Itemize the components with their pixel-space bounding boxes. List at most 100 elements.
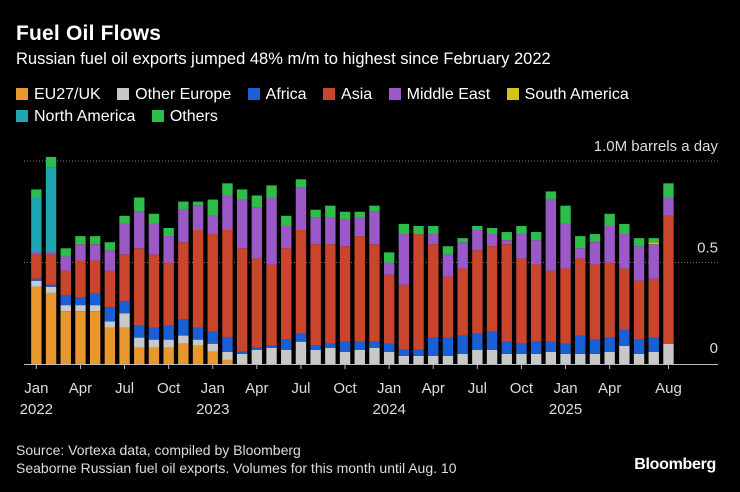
x-year-label: 2022 [20, 401, 53, 418]
bar-segment [663, 197, 674, 216]
bar-segment [516, 234, 527, 259]
bar-segment [633, 339, 645, 354]
bar-segment [119, 223, 130, 255]
bar-segment [104, 327, 116, 364]
bar-segment [60, 305, 71, 312]
bar-segment [45, 286, 57, 293]
bar-segment [369, 205, 380, 212]
bar-segment [163, 347, 174, 364]
bar-segment [325, 343, 336, 348]
bar-segment [60, 311, 71, 364]
y-tick-label: 0.5 [697, 240, 718, 257]
bar-segment [207, 331, 218, 344]
bar-segment [545, 270, 557, 342]
bar-segment [104, 250, 116, 271]
bar-segment [222, 359, 233, 364]
bar-segment [31, 280, 42, 287]
bar-segment [648, 244, 659, 279]
legend-label: Other Europe [135, 86, 232, 103]
bar-segment [163, 262, 174, 326]
bar-segment [501, 244, 512, 342]
x-tick-label: Oct [333, 380, 357, 397]
x-tick-label: Oct [157, 380, 181, 397]
legend-item-africa: Africa [247, 84, 307, 106]
bar-segment [236, 351, 248, 354]
bar-segment [560, 223, 571, 269]
bar-segment [134, 211, 145, 249]
bar-segment [472, 250, 483, 334]
bar-segment [516, 353, 527, 364]
bar-segment [251, 207, 263, 259]
bar-segment [251, 195, 263, 208]
bar-segment [134, 248, 145, 326]
x-tick-label: Apr [598, 380, 621, 397]
x-year-label: 2025 [549, 401, 582, 418]
bar-segment [663, 183, 674, 198]
bar-segment [648, 351, 659, 364]
bar-segment [45, 292, 57, 364]
bar-segment [236, 189, 248, 200]
bar-segment [413, 349, 424, 356]
bar-segment [251, 347, 263, 350]
bar-segment [178, 201, 189, 210]
bar-segment [383, 262, 395, 275]
bar-segment [163, 236, 174, 263]
bar-segment [236, 248, 248, 352]
bar-segment [266, 197, 277, 265]
legend-swatch [117, 88, 130, 100]
bar-segment [633, 353, 645, 364]
bar-segment [339, 211, 351, 220]
bar-segment [516, 225, 527, 235]
bar-segment [339, 341, 351, 352]
chart-legend: EU27/UK Other Europe Africa Asia Middle … [16, 84, 716, 128]
bar-segment [222, 195, 233, 231]
bar-segment [398, 234, 410, 285]
bar-segment [633, 246, 645, 281]
bar-segment [119, 327, 130, 364]
bar-segment [530, 232, 542, 241]
chart-title: Fuel Oil Flows [16, 22, 162, 45]
bar-segment [222, 230, 233, 338]
bar-segment [295, 187, 307, 231]
bar-segment [413, 355, 424, 364]
bar-segment [501, 341, 512, 354]
bar-segment [457, 268, 468, 336]
bar-segment [148, 223, 160, 255]
bar-segment [442, 337, 454, 356]
bar-segment [163, 227, 174, 237]
bar-segment [31, 189, 42, 198]
bar-segment [266, 185, 277, 198]
bar-segment [383, 351, 395, 364]
bar-segment [207, 234, 218, 332]
bar-segment [89, 305, 101, 312]
bar-segment [339, 351, 351, 364]
bloomberg-logo: Bloomberg [634, 456, 716, 473]
bar-segment [31, 286, 42, 364]
bar-segment [545, 341, 557, 352]
stacked-bar-chart: 1.0M barrels a day 0.5 0 Jan 2022 Apr Jul Oct Ja… [20, 138, 719, 418]
bar-segment [192, 205, 204, 231]
bar-segment [75, 236, 86, 245]
bar-segment [339, 219, 351, 247]
bar-segment [325, 205, 336, 218]
x-tick-label: Jan [553, 380, 577, 397]
bar-segment [530, 341, 542, 354]
bar-segment [60, 294, 71, 306]
bar-segment [589, 234, 601, 243]
bar-segment [442, 246, 454, 255]
bar-segment [604, 337, 615, 352]
bar-segment [369, 244, 380, 342]
bar-segment [31, 278, 42, 281]
bar-segment [192, 339, 204, 346]
bar-segment [354, 211, 365, 218]
bar-segment [516, 343, 527, 354]
bar-segment [89, 244, 101, 261]
legend-swatch [388, 88, 401, 100]
bar-segment [428, 225, 439, 235]
bar-segment [45, 167, 57, 253]
bar-segment [354, 217, 365, 237]
legend-label: EU27/UK [34, 86, 101, 103]
bar-segment [148, 254, 160, 328]
bar-segment [442, 355, 454, 364]
bar-segment [472, 349, 483, 364]
